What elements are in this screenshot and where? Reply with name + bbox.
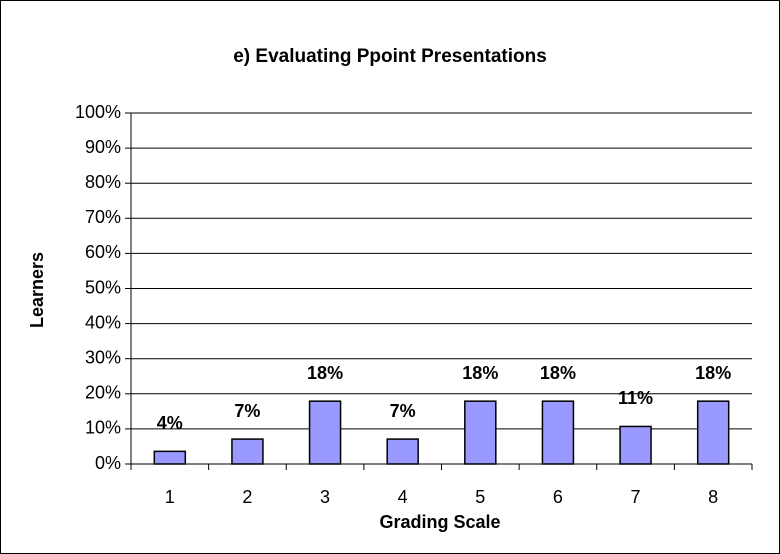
y-tick-label: 70%	[85, 207, 121, 227]
y-tick-label: 50%	[85, 277, 121, 297]
y-tick-label: 80%	[85, 172, 121, 192]
x-tick-label: 8	[708, 487, 718, 507]
bar	[308, 400, 342, 465]
y-tick-label: 40%	[85, 312, 121, 332]
bar	[231, 438, 264, 465]
x-tick-label: 2	[242, 487, 252, 507]
bar	[541, 400, 575, 465]
data-label: 7%	[390, 401, 416, 421]
y-tick-label: 0%	[95, 453, 121, 473]
data-label: 18%	[462, 363, 498, 383]
x-tick-label: 7	[631, 487, 641, 507]
bar	[153, 450, 187, 465]
data-label: 18%	[695, 363, 731, 383]
data-label: 7%	[234, 401, 260, 421]
data-label: 18%	[307, 363, 343, 383]
data-label: 4%	[157, 413, 183, 433]
x-axis-title: Grading Scale	[379, 512, 500, 532]
bar	[696, 400, 730, 465]
y-tick-label: 60%	[85, 242, 121, 262]
data-label: 18%	[540, 363, 576, 383]
bar	[619, 425, 652, 465]
y-axis-title: Learners	[27, 252, 47, 328]
y-tick-label: 100%	[75, 102, 121, 122]
y-tick-label: 90%	[85, 137, 121, 157]
x-tick-label: 3	[320, 487, 330, 507]
data-label: 11%	[618, 388, 653, 408]
x-tick-label: 4	[398, 487, 408, 507]
x-tick-label: 1	[165, 487, 175, 507]
chart-title: e) Evaluating Ppoint Presentations	[233, 46, 547, 67]
y-tick-label: 30%	[85, 347, 121, 367]
y-tick-label: 10%	[85, 418, 121, 438]
x-tick-label: 5	[475, 487, 485, 507]
bar	[464, 400, 497, 465]
x-tick-label: 6	[553, 487, 563, 507]
bar	[386, 438, 419, 465]
y-tick-label: 20%	[85, 383, 121, 403]
